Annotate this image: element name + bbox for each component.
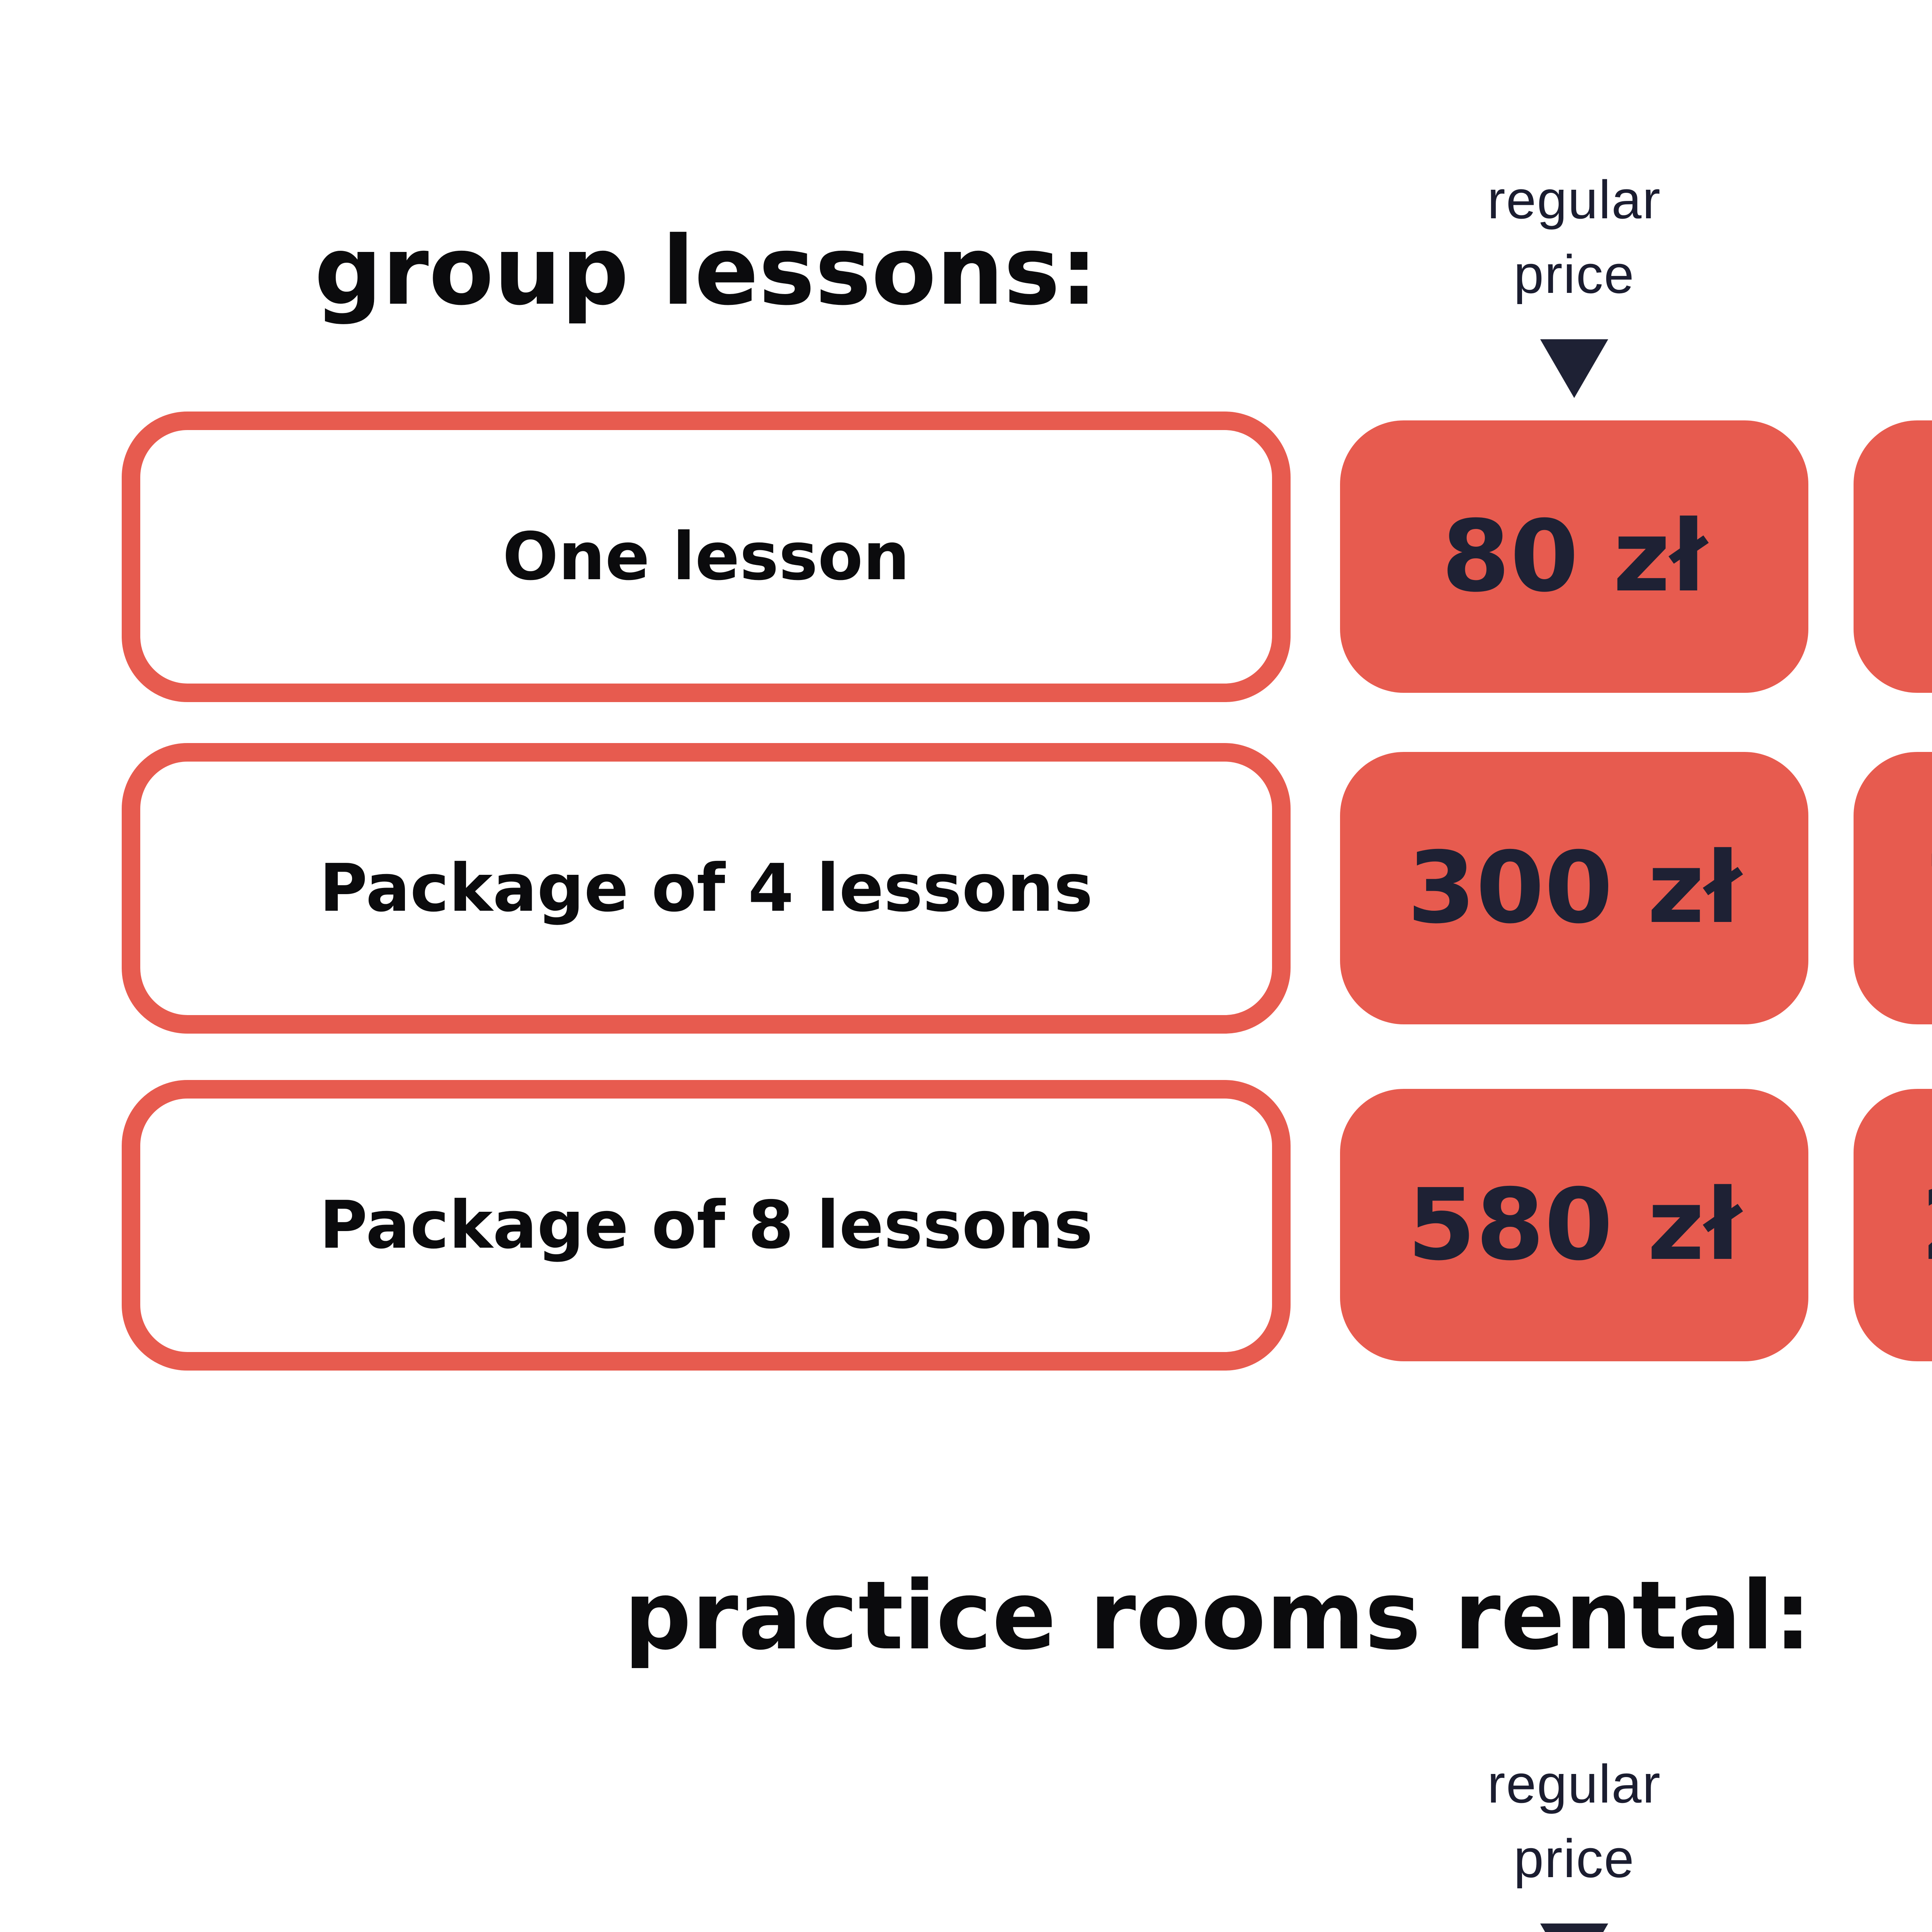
section-title-group-lessons: group lessons:: [314, 216, 1098, 326]
header-line-2: price: [1514, 244, 1635, 305]
header-line-1: customer: [1854, 1747, 1932, 1821]
row-label: Package of 8 lessons: [122, 1080, 1291, 1371]
header-line-2: price: [1514, 1828, 1635, 1889]
price-customer: 280 zł: [1854, 1089, 1932, 1361]
header-line-1: regular: [1487, 169, 1661, 230]
header-line-1: regular: [1487, 1753, 1661, 1814]
price-regular: 80 zł: [1340, 420, 1808, 693]
price-customer: 150 zł: [1854, 752, 1932, 1024]
arrow-down-icon: [1540, 339, 1608, 398]
column-header-customer-price: customer price**: [1854, 162, 1932, 311]
price-customer: 40 zł: [1854, 420, 1932, 693]
column-header-customer-price: customer price**: [1854, 1747, 1932, 1896]
column-header-regular-price: regular price: [1340, 162, 1808, 311]
price-regular: 580 zł: [1340, 1089, 1808, 1361]
section-title-practice-rooms-rental: practice rooms rental:: [624, 1561, 1812, 1671]
header-line-1: customer: [1854, 162, 1932, 237]
price-regular: 300 zł: [1340, 752, 1808, 1024]
header-line-2: price**: [1854, 1821, 1932, 1896]
row-label: Package of 4 lessons: [122, 743, 1291, 1034]
header-line-2: price**: [1854, 237, 1932, 311]
arrow-down-icon: [1540, 1923, 1608, 1932]
column-header-regular-price: regular price: [1340, 1747, 1808, 1896]
row-label: One lesson: [122, 412, 1291, 702]
